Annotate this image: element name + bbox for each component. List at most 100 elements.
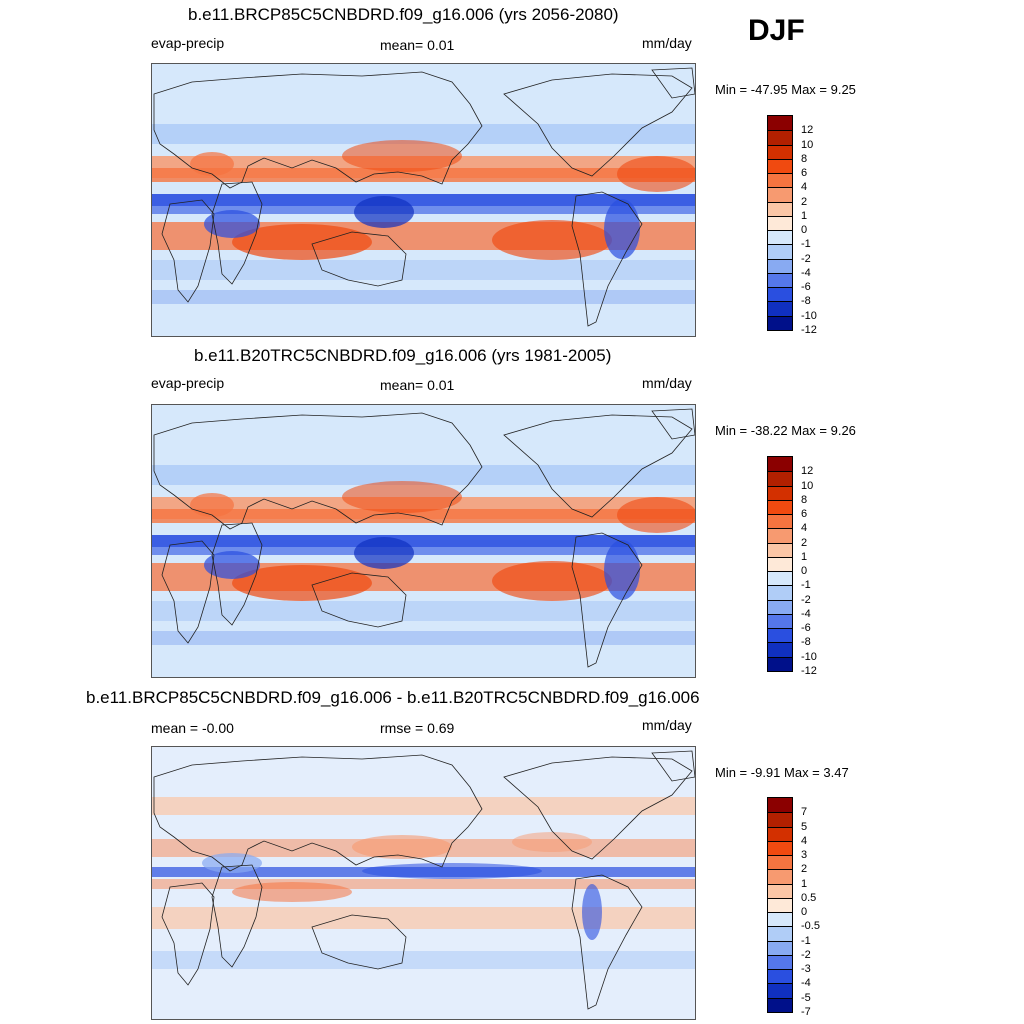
field-blob: [232, 224, 372, 260]
colorbar-box: [768, 258, 792, 274]
field-band: [152, 601, 695, 621]
colorbar-tick-label: 0.5: [801, 891, 817, 904]
colorbar-tick-label: 4: [801, 181, 808, 194]
field-blob: [342, 481, 462, 513]
colorbar-tick-label: 1: [801, 877, 808, 890]
field-blob: [617, 156, 695, 192]
colorbar-box: [768, 997, 792, 1013]
coastline: [503, 414, 693, 518]
panel-minmax: Min = -38.22 Max = 9.26: [715, 423, 856, 438]
field-band: [152, 631, 695, 645]
panel-title: b.e11.BRCP85C5CNBDRD.f09_g16.006 - b.e11…: [86, 688, 700, 707]
colorbar-box: [768, 585, 792, 601]
colorbar-separator: [768, 556, 792, 558]
colorbar-separator: [768, 642, 792, 644]
colorbar-separator: [768, 599, 792, 601]
panel-center-label: rmse = 0.69: [380, 720, 455, 736]
colorbar-separator: [768, 613, 792, 615]
coastline: [153, 754, 483, 872]
colorbar-separator: [768, 272, 792, 274]
colorbar-tick-label: 5: [801, 820, 808, 833]
colorbar-box: [768, 542, 792, 558]
field-band: [152, 547, 695, 555]
coastline: [311, 914, 407, 970]
colorbar-box: [768, 940, 792, 956]
colorbar-box: [768, 628, 792, 643]
colorbar-box: [768, 158, 792, 174]
colorbar-box: [768, 201, 792, 217]
field-blob: [204, 210, 260, 238]
colorbar-box: [768, 187, 792, 203]
colorbar-separator: [768, 158, 792, 160]
coastline: [153, 412, 483, 530]
colorbar-tick-label: -0.5: [801, 920, 820, 933]
colorbar-box: [768, 244, 792, 260]
colorbar-box: [768, 826, 792, 842]
colorbar-box: [768, 897, 792, 913]
colorbar-box: [768, 869, 792, 885]
panel-units: mm/day: [642, 35, 692, 51]
panel-title: b.e11.B20TRC5CNBDRD.f09_g16.006 (yrs 198…: [194, 346, 612, 365]
field-band: [152, 465, 695, 485]
colorbar-box: [768, 173, 792, 188]
field-band: [152, 509, 695, 523]
colorbar-historical: 12 10 8 6 4 2 1 0 -1 -2 -4 -6 -8 -10 -12: [767, 456, 817, 677]
field-blob: [352, 835, 452, 859]
colorbar-tick-label: 0: [801, 224, 808, 237]
colorbar-box: [768, 215, 792, 231]
colorbar-tick-label: -1: [801, 238, 811, 251]
colorbar-separator: [768, 940, 792, 942]
coastline: [651, 750, 695, 782]
colorbar-tick-label: -6: [801, 281, 811, 294]
field-blob: [232, 565, 372, 601]
coastline: [211, 181, 263, 285]
colorbar-tick-label: -10: [801, 650, 817, 663]
colorbar-tick-label: -12: [801, 324, 817, 336]
colorbar-separator: [768, 528, 792, 530]
colorbar-box: [768, 556, 792, 572]
colorbar-box: [768, 954, 792, 970]
colorbar-tick-label: -12: [801, 665, 817, 677]
colorbar-box: [768, 301, 792, 317]
field-band: [152, 951, 695, 969]
field-blob: [190, 152, 234, 176]
colorbar-tick-label: -2: [801, 593, 811, 606]
colorbar-tick-label: -4: [801, 977, 811, 990]
field-band: [152, 907, 695, 929]
colorbar-separator: [768, 315, 792, 317]
coastline: [651, 67, 695, 99]
colorbar-tick-label: 4: [801, 522, 808, 535]
field-blob: [342, 140, 462, 172]
colorbar-box: [768, 812, 792, 828]
colorbar-tick-label: -3: [801, 963, 811, 976]
season-label: DJF: [748, 14, 805, 47]
colorbar-separator: [768, 301, 792, 303]
colorbar-separator: [768, 130, 792, 132]
colorbar-box: [768, 457, 792, 472]
field-band: [152, 168, 695, 182]
colorbar-box: [768, 528, 792, 544]
field-blob: [617, 497, 695, 533]
map-difference: [151, 746, 696, 1020]
colorbar-separator: [768, 244, 792, 246]
colorbar-separator: [768, 855, 792, 857]
colorbar-tick-label: -5: [801, 991, 811, 1004]
colorbar-tick-label: 7: [801, 806, 808, 819]
colorbar-box: [768, 144, 792, 160]
colorbar-separator: [768, 485, 792, 487]
colorbar-tick-label: -1: [801, 934, 811, 947]
colorbar-box: [768, 983, 792, 999]
panel-left-label: evap-precip: [151, 35, 225, 51]
map-historical: [151, 404, 696, 678]
field-blob: [492, 220, 612, 260]
colorbar-separator: [768, 628, 792, 630]
colorbar-box: [768, 514, 792, 529]
colorbar-tick-label: 6: [801, 508, 808, 521]
field-blob: [202, 853, 262, 873]
colorbar-separator: [768, 215, 792, 217]
panel-center-label: mean= 0.01: [380, 37, 455, 53]
colorbar-tick-label: 12: [801, 124, 814, 137]
field-band: [152, 260, 695, 280]
panel-minmax: Min = -47.95 Max = 9.25: [715, 82, 856, 97]
colorbar-tick-label: 8: [801, 493, 808, 506]
